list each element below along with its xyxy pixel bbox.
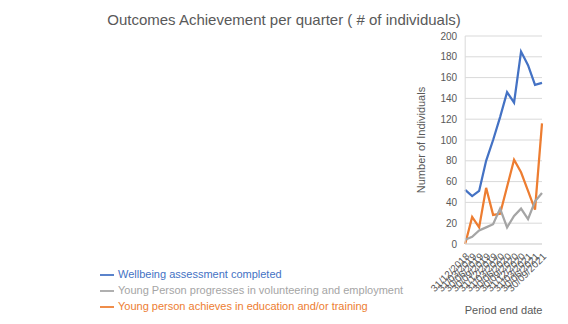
html-text:Young Person progresses in vol: Young Person progresses in volunteering … xyxy=(118,283,404,296)
svg-text:40: 40 xyxy=(446,197,458,208)
svg-text:140: 140 xyxy=(440,93,457,104)
svg-text:Period end date: Period end date xyxy=(465,304,543,316)
svg-text:Number of Individuals: Number of Individuals xyxy=(415,86,427,193)
html-text:Young person achieves in educa: Young person achieves in education and/o… xyxy=(118,299,368,312)
html-text:Outcomes Achievement per quart: Outcomes Achievement per quarter ( # of … xyxy=(107,11,461,28)
svg-text:180: 180 xyxy=(440,51,457,62)
svg-text:20: 20 xyxy=(446,218,458,229)
svg-text:30/09/2021: 30/09/2021 xyxy=(505,250,548,293)
svg-text:200: 200 xyxy=(440,32,457,42)
svg-text:120: 120 xyxy=(440,114,457,125)
svg-text:160: 160 xyxy=(440,72,457,83)
svg-text:0: 0 xyxy=(452,239,458,250)
svg-text:100: 100 xyxy=(440,135,457,146)
svg-text:80: 80 xyxy=(446,155,458,166)
svg-text:30/06/2021: 30/06/2021 xyxy=(498,250,542,294)
html-text:Wellbeing assessment completed: Wellbeing assessment completed xyxy=(118,267,282,280)
svg-text:60: 60 xyxy=(446,176,458,187)
